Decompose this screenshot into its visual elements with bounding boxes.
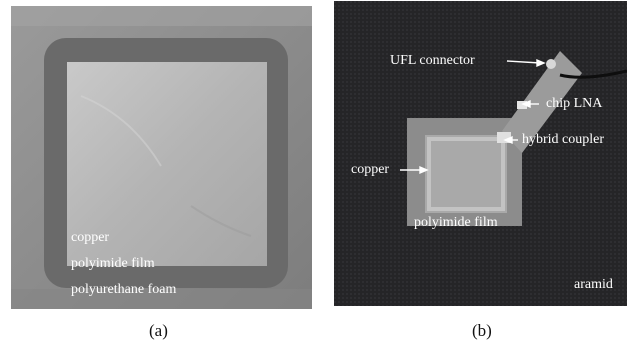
- caption-b: (b): [472, 321, 492, 340]
- hybrid-coupler: [497, 132, 511, 143]
- photo-panel-a: copper polyimide film polyurethane foam: [11, 6, 312, 309]
- copper-patch: [67, 62, 267, 266]
- label-copper-b: copper: [351, 162, 390, 177]
- photo-panel-b: UFL connector chip LNA hybrid coupler co…: [334, 1, 627, 306]
- chip-lna: [517, 101, 527, 109]
- label-aramid: aramid: [574, 277, 613, 292]
- label-hybrid-coupler: hybrid coupler: [522, 132, 605, 147]
- copper-patch-b: [425, 135, 507, 213]
- ufl-connector: [546, 59, 556, 69]
- label-foam-a: polyurethane foam: [71, 282, 177, 297]
- coax-cable: [559, 69, 627, 79]
- label-chip-lna: chip LNA: [546, 96, 603, 111]
- annotation-arrows: [400, 58, 546, 175]
- patch-antenna-photo-b: [334, 1, 627, 306]
- patch-antenna-photo-a: [11, 6, 312, 309]
- label-polyimide-a: polyimide film: [71, 256, 155, 271]
- label-polyimide-b: polyimide film: [414, 215, 498, 230]
- label-copper-a: copper: [71, 230, 110, 245]
- caption-a: (a): [149, 321, 168, 340]
- label-ufl-connector: UFL connector: [390, 53, 475, 68]
